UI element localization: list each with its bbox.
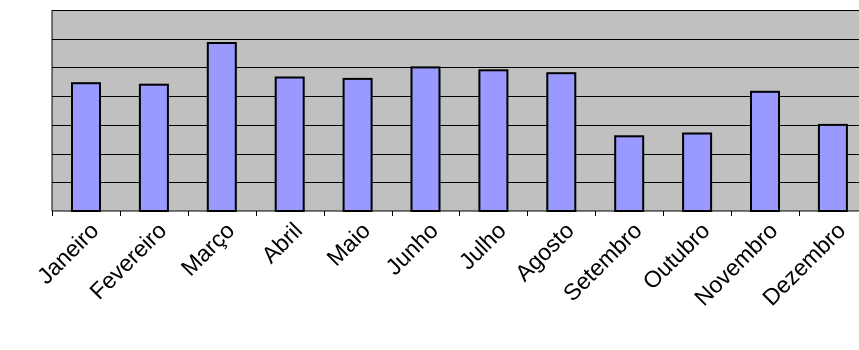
x-tick-label: Maio — [321, 217, 375, 271]
bar-setembro — [614, 135, 645, 212]
x-axis-ticks — [52, 211, 800, 216]
x-tick-label: Março — [176, 217, 240, 281]
bars — [71, 42, 848, 213]
gridlines — [52, 10, 859, 183]
bar-outubro — [682, 132, 713, 212]
x-tick-label: Junho — [380, 217, 443, 280]
bar-maio — [342, 77, 373, 213]
bar-agosto — [546, 72, 577, 212]
bar-junho — [410, 66, 441, 213]
plot-area — [52, 10, 859, 211]
bar-novembro — [750, 90, 780, 212]
bar-janeiro — [71, 82, 101, 212]
bar-dezembro — [817, 123, 848, 212]
bar-fevereiro — [138, 83, 169, 212]
bar-abril — [274, 76, 305, 212]
x-tick-label: Julho — [454, 217, 511, 274]
bar-julho — [478, 69, 509, 212]
bar-março — [206, 42, 237, 212]
x-tick-label: Abril — [256, 217, 307, 268]
